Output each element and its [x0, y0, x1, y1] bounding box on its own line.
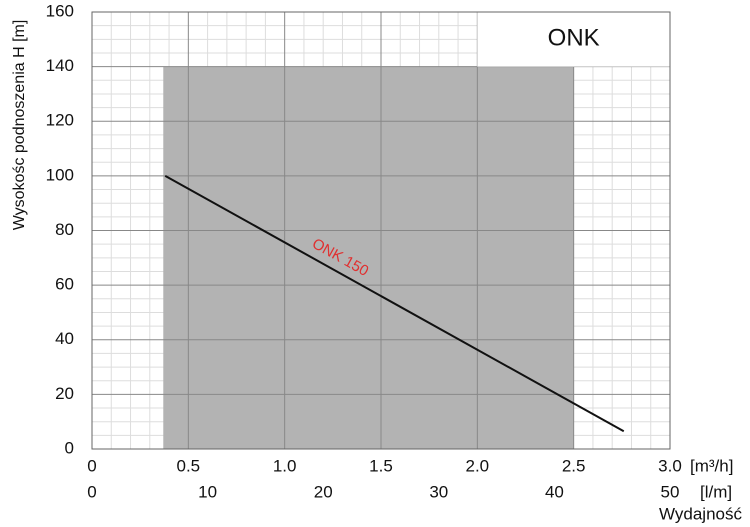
y-axis-label: Wysokośc podnoszenia H [m] [11, 20, 28, 231]
y-tick-label: 160 [46, 1, 74, 20]
y-tick-label: 120 [46, 111, 74, 130]
title-box [477, 12, 670, 67]
y-tick-label: 80 [55, 220, 74, 239]
y-tick-label: 40 [55, 329, 74, 348]
y-tick-label: 100 [46, 165, 74, 184]
x2-tick-label: 20 [314, 482, 333, 501]
y-tick-label: 60 [55, 275, 74, 294]
operating-range [163, 66, 574, 449]
x-tick-label: 0 [87, 456, 96, 475]
x2-tick-label: 40 [545, 482, 564, 501]
plot-border [91, 11, 671, 450]
x2-tick-label: 30 [429, 482, 448, 501]
x-tick-label: 2.0 [466, 456, 490, 475]
y-tick-label: 140 [46, 56, 74, 75]
x-tick-label: 0.5 [177, 456, 201, 475]
y-tick-label: 20 [55, 384, 74, 403]
x2-tick-label: 10 [198, 482, 217, 501]
x2-tick-label: 0 [87, 482, 96, 501]
chart-title: ONK [548, 25, 600, 52]
x2-tick-label: 50 [661, 482, 680, 501]
x-tick-label: 1.5 [369, 456, 393, 475]
x-tick-label: 3.0 [658, 456, 682, 475]
x-axis-label: Wydajność [659, 504, 742, 523]
y-tick-label: 0 [65, 438, 74, 457]
curve [164, 175, 625, 433]
x-tick-label: 1.0 [273, 456, 297, 475]
x-unit: [m³/h] [690, 456, 733, 475]
x-tick-label: 2.5 [562, 456, 586, 475]
x2-unit: [l/m] [700, 482, 732, 501]
